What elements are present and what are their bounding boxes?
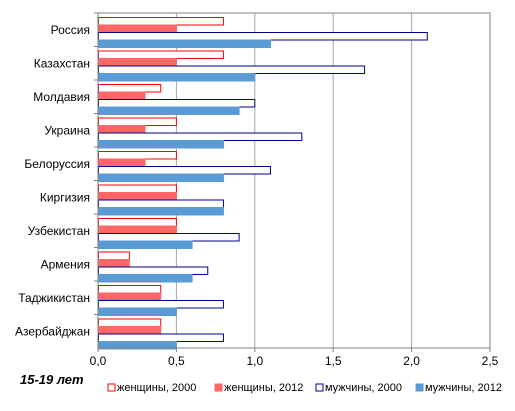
- bar-2-4: [98, 125, 146, 134]
- bar-2-8: [98, 259, 130, 268]
- bar-4-3: [98, 106, 240, 115]
- bar-1-7: [98, 218, 177, 227]
- bar-3-9: [98, 300, 224, 309]
- bar-3-10: [98, 333, 224, 342]
- bar-4-7: [98, 240, 193, 249]
- category-label: Киргизия: [40, 190, 90, 204]
- category-label: Украина: [44, 123, 90, 137]
- legend-swatch-3: [315, 383, 324, 392]
- bar-1-3: [98, 84, 162, 93]
- x-tick-label: 2,0: [403, 354, 420, 368]
- legend-label-1: женщины, 2000: [117, 382, 196, 394]
- legend-label-4: мужчины, 2012: [425, 382, 502, 394]
- category-label: Узбекистан: [28, 224, 90, 238]
- bar-2-2: [98, 58, 177, 67]
- bar-4-2: [98, 73, 256, 82]
- bar-2-5: [98, 158, 146, 167]
- bar-3-6: [98, 199, 224, 208]
- legend-label-3: мужчины, 2000: [325, 382, 402, 394]
- bar-3-8: [98, 266, 209, 275]
- bar-2-9: [98, 292, 162, 301]
- legend: женщины, 2000 женщины, 2012 мужчины, 2000 м…: [107, 382, 502, 394]
- legend-swatch-4: [415, 383, 424, 392]
- bar-4-9: [98, 307, 177, 316]
- category-label: Белоруссия: [24, 157, 90, 171]
- legend-label-2: женщины, 2012: [224, 382, 303, 394]
- bar-4-1: [98, 39, 271, 48]
- category-labels: Россия Казахстан Молдавия Украина Белоруссия…: [15, 23, 90, 339]
- bar-1-2: [98, 50, 224, 59]
- bar-3-5: [98, 166, 271, 175]
- x-tick-label: 1,0: [246, 354, 263, 368]
- category-label: Армения: [41, 257, 90, 271]
- category-label: Азербайджан: [15, 324, 90, 338]
- bar-4-6: [98, 207, 224, 216]
- bar-1-9: [98, 285, 162, 294]
- bar-4-8: [98, 274, 193, 283]
- bar-2-1: [98, 24, 177, 33]
- bar-3-7: [98, 233, 240, 242]
- bar-3-2: [98, 65, 366, 74]
- x-axis-tick-labels: 0,0 0,5 1,0 1,5 2,0 2,5: [90, 354, 499, 368]
- bar-1-5: [98, 151, 177, 160]
- bar-2-10: [98, 326, 162, 335]
- bar-1-10: [98, 318, 162, 327]
- bar-1-8: [98, 251, 130, 260]
- bar-1-1: [98, 17, 224, 26]
- legend-swatch-1: [107, 383, 116, 392]
- bar-2-7: [98, 225, 177, 234]
- category-label: Молдавия: [33, 90, 90, 104]
- x-tick-label: 2,5: [482, 354, 499, 368]
- category-label: Казахстан: [34, 56, 90, 70]
- legend-swatch-2: [214, 383, 223, 392]
- bar-3-4: [98, 132, 303, 141]
- x-tick-label: 0,5: [168, 354, 185, 368]
- bar-1-6: [98, 184, 177, 193]
- category-label: Таджикистан: [18, 291, 90, 305]
- bar-1-4: [98, 117, 177, 126]
- bar-4-4: [98, 140, 224, 149]
- plot-area-frame: [97, 12, 491, 349]
- bar-2-6: [98, 192, 177, 201]
- category-label: Россия: [51, 23, 90, 37]
- bar-4-5: [98, 173, 224, 182]
- x-tick-label: 1,5: [325, 354, 342, 368]
- age-group-label: 15-19 лет: [20, 372, 84, 387]
- bar-3-3: [98, 99, 256, 108]
- x-tick-label: 0,0: [90, 354, 107, 368]
- bar-2-3: [98, 91, 146, 100]
- bar-3-1: [98, 32, 428, 41]
- bars: [98, 17, 428, 350]
